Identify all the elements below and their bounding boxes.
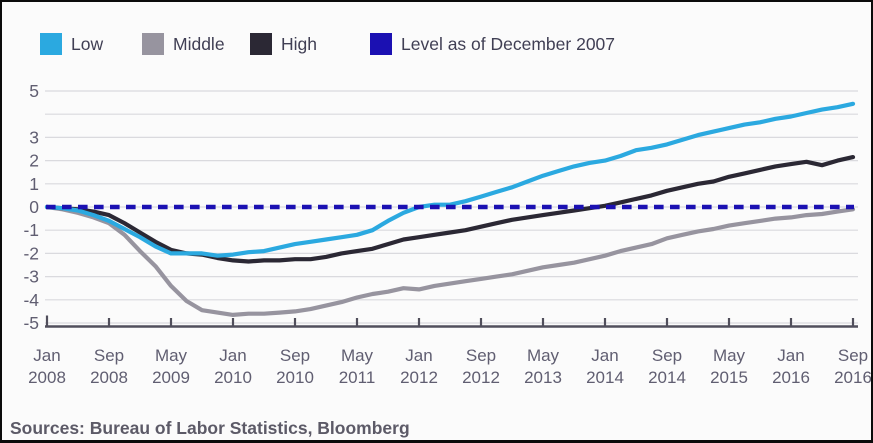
y-tick-label: -1: [23, 220, 39, 240]
y-tick-label: 0: [29, 197, 39, 217]
legend-item-low: Low: [40, 33, 103, 55]
x-tick-year: 2015: [710, 368, 748, 387]
y-tick-label: 2: [29, 151, 39, 171]
y-tick-label: -4: [23, 290, 39, 310]
x-tick-year: 2008: [90, 368, 128, 387]
legend-swatch-low: [40, 33, 62, 55]
legend: Low Middle High Level as of December 200…: [2, 2, 871, 68]
legend-label-baseline: Level as of December 2007: [401, 34, 616, 54]
y-tick-label: -2: [23, 243, 39, 263]
x-tick-year: 2010: [276, 368, 314, 387]
x-tick-year: 2008: [28, 368, 66, 387]
x-tick-month: Jan: [405, 346, 432, 365]
x-tick-month: May: [527, 346, 560, 365]
x-tick-month: May: [713, 346, 746, 365]
x-tick-month: Sep: [838, 346, 868, 365]
x-tick-month: Jan: [591, 346, 618, 365]
x-tick-month: Sep: [280, 346, 310, 365]
legend-label-middle: Middle: [173, 34, 225, 54]
x-tick-month: May: [341, 346, 374, 365]
x-tick-month: Jan: [33, 346, 60, 365]
x-tick-year: 2013: [524, 368, 562, 387]
series-line-middle: [44, 204, 856, 317]
x-tick-year: 2016: [834, 368, 872, 387]
source-note: Sources: Bureau of Labor Statistics, Blo…: [10, 418, 410, 438]
legend-label-high: High: [281, 34, 317, 54]
x-tick-year: 2016: [772, 368, 810, 387]
legend-item-middle: Middle: [142, 33, 225, 55]
employment-change-line-chart: 5 3 2 1 0 -1 -2 -3 -4 -5 Jan 2008 Sep 2008 May 2009 Jan 2…: [23, 81, 872, 387]
legend-swatch-baseline: [370, 33, 392, 55]
legend-item-baseline: Level as of December 2007: [370, 33, 615, 55]
legend-swatch-middle: [142, 33, 164, 55]
x-tick-month: May: [155, 346, 188, 365]
y-tick-label: 5: [29, 81, 39, 101]
y-tick-label: 3: [29, 127, 39, 147]
x-tick-month: Sep: [466, 346, 496, 365]
x-tick-year: 2014: [586, 368, 624, 387]
y-tick-label: -5: [23, 313, 39, 333]
x-tick-year: 2014: [648, 368, 686, 387]
x-tick-year: 2011: [339, 368, 376, 387]
x-tick-month: Sep: [652, 346, 682, 365]
x-tick-year: 2012: [400, 368, 438, 387]
legend-swatch-high: [250, 33, 272, 55]
x-tick-year: 2010: [214, 368, 252, 387]
x-tick-month: Sep: [94, 346, 124, 365]
x-tick-year: 2012: [462, 368, 500, 387]
y-tick-label: -3: [23, 267, 39, 287]
y-tick-label: 1: [29, 174, 39, 194]
legend-item-high: High: [250, 33, 317, 55]
x-tick-month: Jan: [777, 346, 804, 365]
legend-label-low: Low: [71, 34, 104, 54]
x-tick-month: Jan: [219, 346, 246, 365]
x-tick-year: 2009: [152, 368, 190, 387]
